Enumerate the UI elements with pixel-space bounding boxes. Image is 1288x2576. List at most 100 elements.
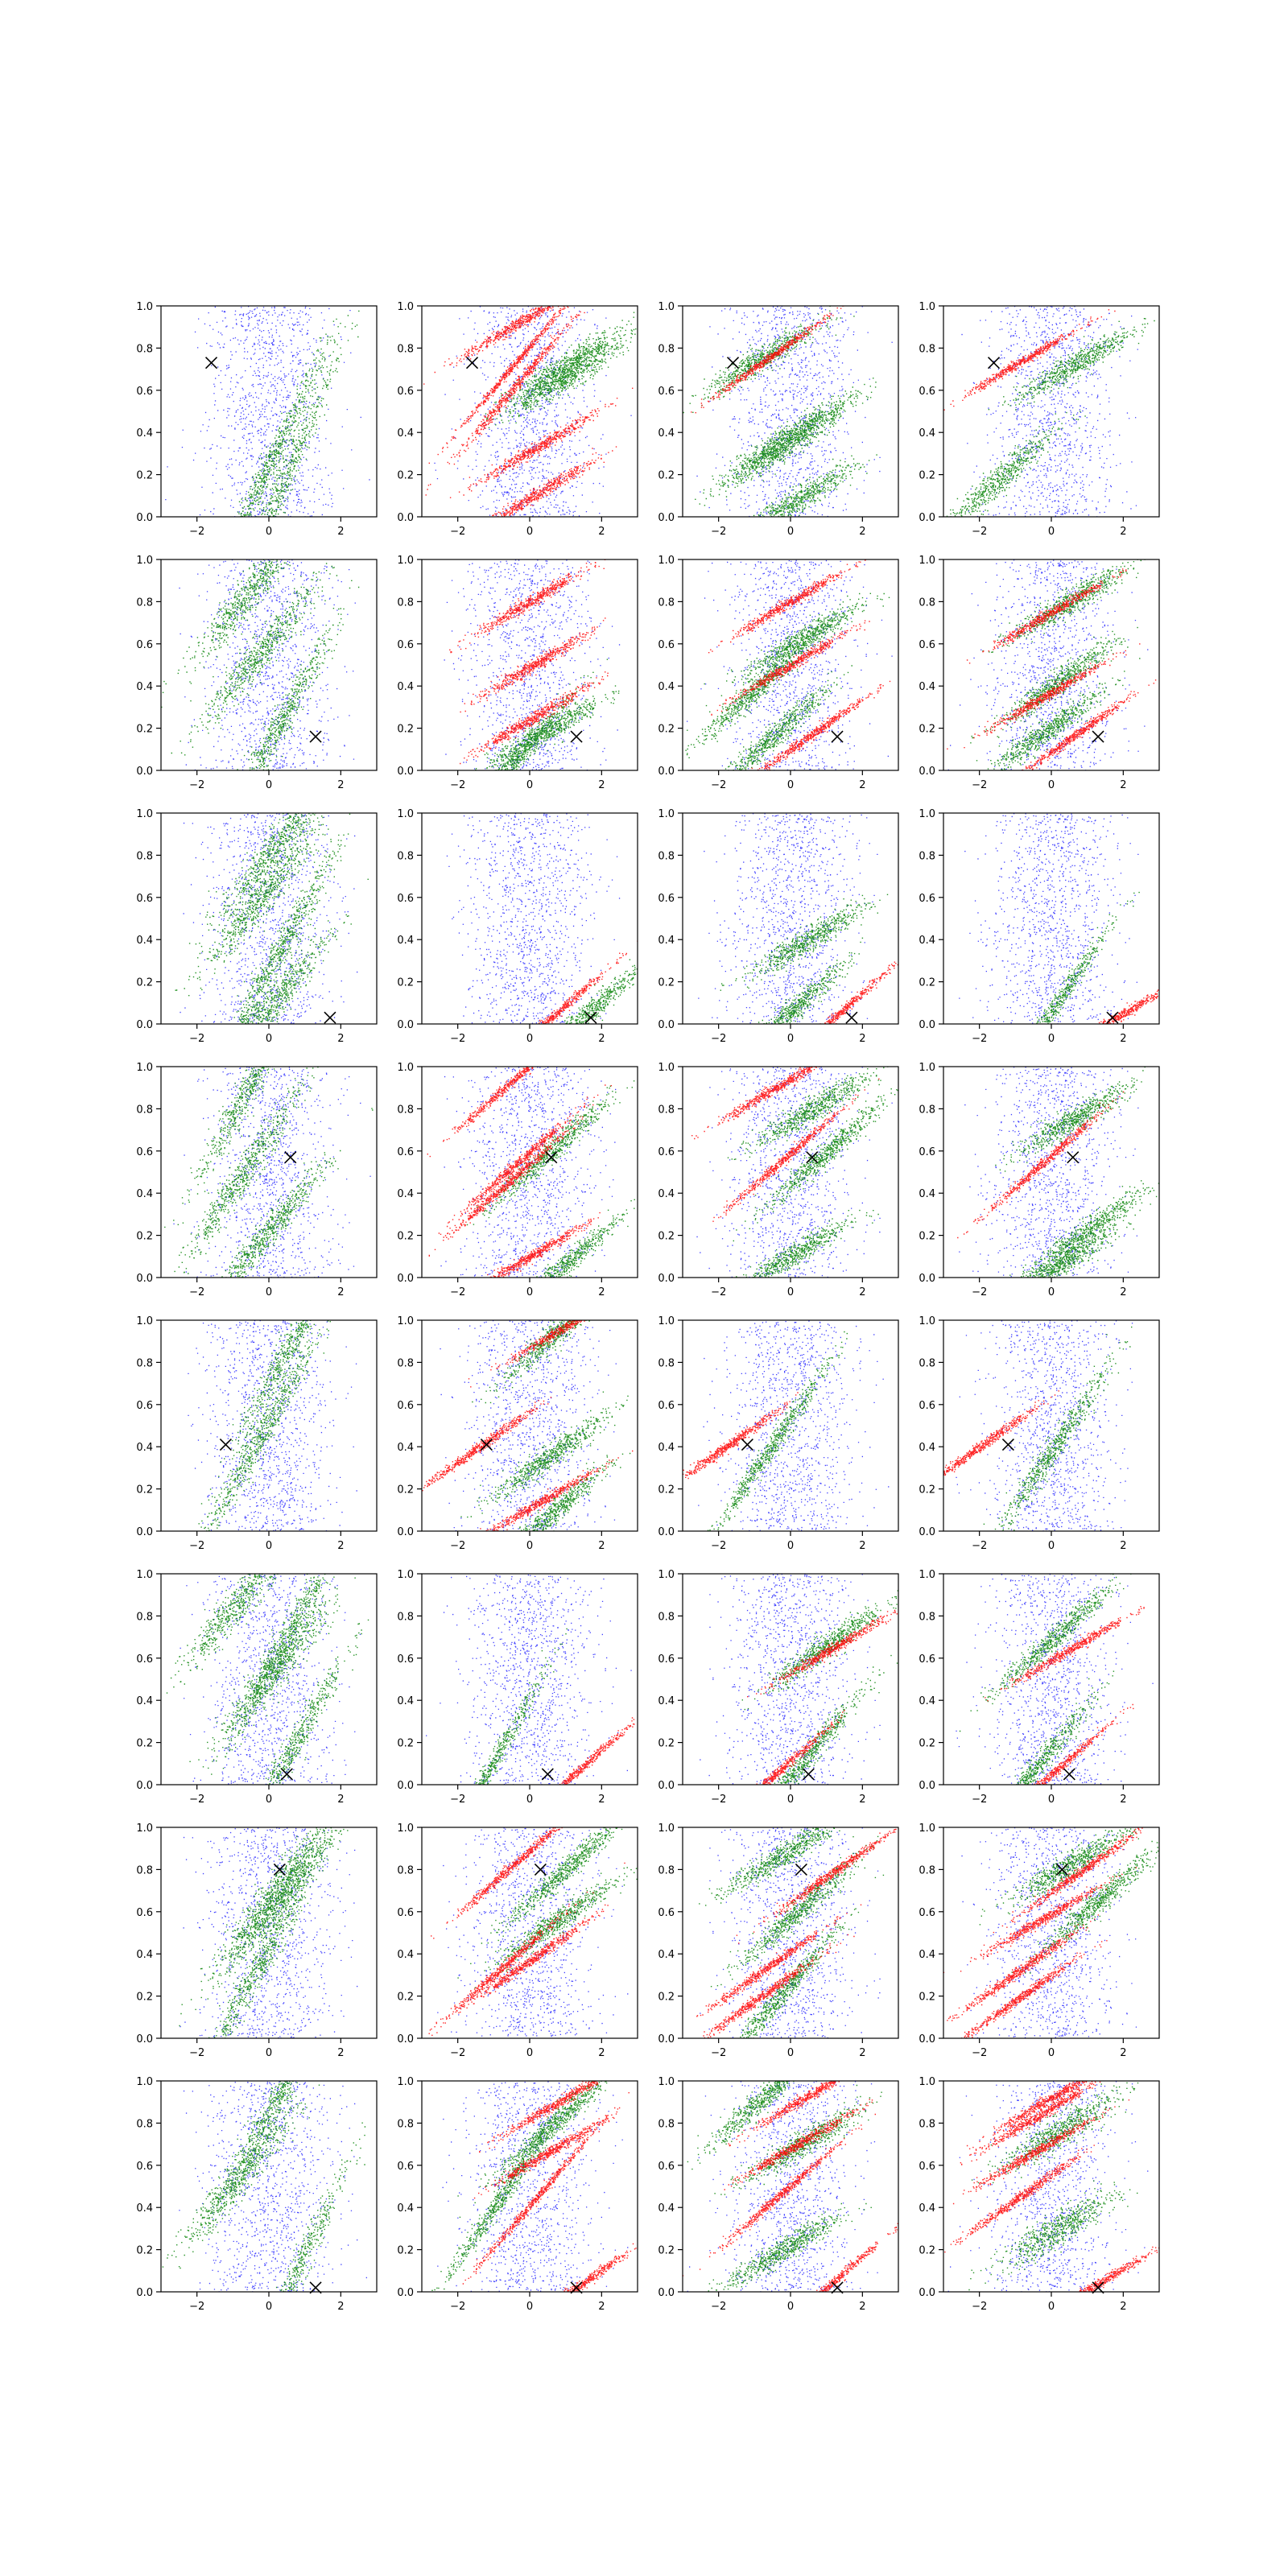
x-tick-label: 2 (1120, 526, 1126, 538)
y-tick-label: 0.6 (397, 386, 414, 398)
y-tick-label: 0.8 (658, 343, 675, 355)
y-tick-label: 0.0 (397, 1780, 414, 1792)
y-tick-label: 0.2 (397, 1231, 414, 1243)
y-tick-label: 0.6 (397, 1400, 414, 1412)
x-tick-label: 2 (859, 1794, 865, 1806)
y-tick-label: 0.0 (919, 512, 935, 524)
y-tick-label: 0.0 (136, 2033, 153, 2046)
x-tick-label: 2 (859, 1286, 865, 1298)
y-tick-label: 0.4 (136, 681, 153, 693)
y-tick-label: 0.0 (919, 1273, 935, 1285)
y-tick-label: 0.6 (919, 1400, 935, 1412)
y-tick-label: 0.8 (397, 2118, 414, 2130)
y-tick-label: 0.6 (658, 893, 675, 905)
x-tick-label: 2 (1120, 779, 1126, 791)
y-tick-label: 0.8 (919, 343, 935, 355)
y-tick-label: 0.6 (658, 1653, 675, 1666)
y-tick-label: 0.2 (919, 470, 935, 482)
y-tick-label: 0.4 (658, 427, 675, 440)
y-tick-label: 0.6 (136, 639, 153, 651)
x-tick-label: 0 (787, 2301, 794, 2313)
x-tick-label: 2 (337, 1794, 344, 1806)
x-tick-label: 2 (859, 1540, 865, 1552)
x-tick-label: 2 (1120, 1794, 1126, 1806)
y-tick-label: 0.2 (397, 724, 414, 736)
y-tick-label: 0.0 (136, 2287, 153, 2299)
y-tick-label: 1.0 (658, 555, 675, 567)
x-tick-label: −2 (972, 2301, 987, 2313)
y-tick-label: 0.4 (397, 1442, 414, 1454)
y-tick-label: 0.8 (919, 1611, 935, 1623)
x-tick-label: 0 (266, 1540, 272, 1552)
x-tick-label: 0 (1048, 1286, 1055, 1298)
y-tick-label: 0.2 (136, 1992, 153, 2004)
y-tick-label: 0.4 (136, 1949, 153, 1961)
x-tick-label: −2 (450, 1286, 465, 1298)
y-tick-label: 0.2 (136, 470, 153, 482)
x-tick-label: 2 (337, 779, 344, 791)
y-tick-label: 0.4 (397, 1188, 414, 1200)
y-tick-label: 0.6 (397, 639, 414, 651)
y-tick-label: 0.6 (136, 1146, 153, 1158)
y-tick-label: 0.6 (658, 386, 675, 398)
x-tick-label: 0 (266, 1286, 272, 1298)
y-tick-label: 0.6 (658, 639, 675, 651)
x-tick-label: 2 (1120, 1540, 1126, 1552)
x-tick-label: 0 (526, 526, 533, 538)
y-tick-label: 0.6 (919, 1907, 935, 1919)
y-tick-label: 0.4 (136, 427, 153, 440)
x-tick-label: −2 (711, 2301, 726, 2313)
x-tick-label: 0 (787, 2047, 794, 2059)
x-tick-label: −2 (711, 1794, 726, 1806)
x-tick-label: 0 (266, 779, 272, 791)
y-tick-label: 0.4 (397, 681, 414, 693)
y-tick-label: 0.0 (136, 1273, 153, 1285)
x-tick-label: 0 (787, 1033, 794, 1045)
y-tick-label: 0.4 (397, 427, 414, 440)
x-tick-label: 0 (1048, 1540, 1055, 1552)
y-tick-label: 0.2 (919, 1231, 935, 1243)
y-tick-label: 0.6 (136, 1400, 153, 1412)
y-tick-label: 0.0 (658, 2287, 675, 2299)
y-tick-label: 1.0 (919, 1062, 935, 1074)
y-tick-label: 0.4 (136, 1695, 153, 1707)
x-tick-label: 2 (859, 1033, 865, 1045)
y-tick-label: 0.2 (919, 2245, 935, 2257)
y-tick-label: 0.2 (136, 1738, 153, 1750)
x-tick-label: 2 (337, 1033, 344, 1045)
y-tick-label: 0.2 (919, 724, 935, 736)
x-tick-label: −2 (450, 1540, 465, 1552)
x-tick-label: 2 (337, 526, 344, 538)
x-tick-label: 2 (1120, 1033, 1126, 1045)
x-tick-label: 2 (337, 1540, 344, 1552)
y-tick-label: 0.0 (397, 1019, 414, 1031)
y-tick-label: 0.2 (397, 977, 414, 989)
y-tick-label: 0.2 (658, 1738, 675, 1750)
y-tick-label: 1.0 (658, 301, 675, 313)
y-tick-label: 0.2 (658, 2245, 675, 2257)
y-tick-label: 0.6 (136, 386, 153, 398)
y-tick-label: 0.4 (136, 1442, 153, 1454)
y-tick-label: 0.4 (658, 1949, 675, 1961)
y-tick-label: 0.0 (397, 512, 414, 524)
x-tick-label: −2 (189, 2047, 204, 2059)
y-tick-label: 0.0 (136, 512, 153, 524)
y-tick-label: 0.4 (136, 935, 153, 947)
y-tick-label: 0.4 (919, 2202, 935, 2215)
y-tick-label: 0.2 (658, 1231, 675, 1243)
x-tick-label: −2 (972, 1033, 987, 1045)
y-tick-label: 1.0 (397, 1823, 414, 1835)
x-tick-label: 0 (526, 779, 533, 791)
x-tick-label: −2 (711, 1286, 726, 1298)
y-tick-label: 0.8 (397, 1864, 414, 1876)
y-tick-label: 1.0 (136, 1062, 153, 1074)
y-tick-label: 0.4 (658, 1442, 675, 1454)
x-tick-label: 2 (337, 1286, 344, 1298)
x-tick-label: −2 (189, 1033, 204, 1045)
x-tick-label: 2 (337, 2301, 344, 2313)
x-tick-label: 2 (598, 1540, 605, 1552)
y-tick-label: 0.8 (658, 1611, 675, 1623)
y-tick-label: 0.0 (397, 2287, 414, 2299)
y-tick-label: 0.8 (919, 1864, 935, 1876)
y-tick-label: 0.0 (136, 766, 153, 778)
